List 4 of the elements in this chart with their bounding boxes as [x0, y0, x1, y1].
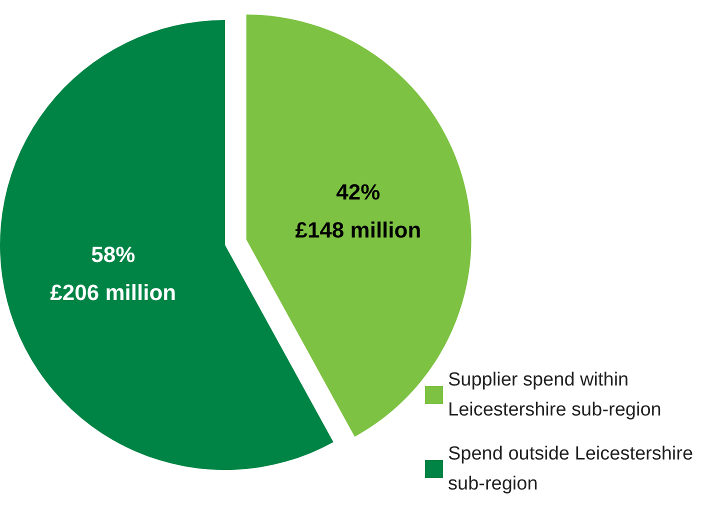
data-label: 58% £206 million [50, 242, 176, 306]
legend-label: Supplier spend within Leicestershire sub-region [448, 370, 662, 420]
data-label: 42% £148 million [295, 179, 422, 242]
legend-label: Spend outside Leicestershire sub-region [448, 444, 698, 494]
